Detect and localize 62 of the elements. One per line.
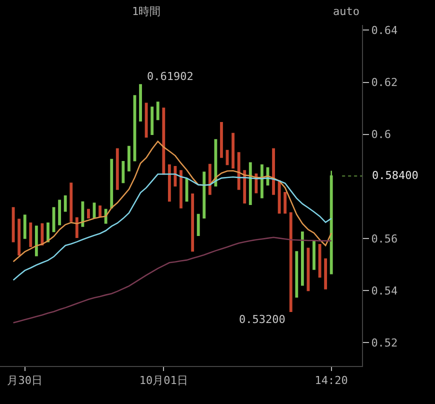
line-series: [12, 140, 332, 262]
annotation: 0.53200: [239, 313, 286, 326]
candlestick: [139, 84, 142, 122]
candlestick: [168, 164, 171, 202]
x-tick-label: 10月01日: [139, 374, 188, 388]
y-tick-label: 0.62: [371, 76, 398, 90]
candlestick: [18, 218, 21, 256]
candlestick: [12, 207, 15, 242]
candlestick: [64, 195, 67, 212]
candlestick: [23, 214, 26, 239]
text: 1時間: [132, 5, 161, 18]
x-tick-label: 月30日: [7, 374, 42, 388]
candlestick: [278, 180, 281, 214]
candlestick: [180, 170, 182, 208]
y-tick-label: 0.52: [371, 336, 398, 350]
candlestick: [87, 208, 90, 219]
candlestick: [324, 258, 328, 290]
candlestick: [29, 222, 32, 248]
candlestick: [272, 148, 275, 195]
x-tick-label: 14:20: [314, 374, 348, 388]
candlestick: [202, 172, 206, 219]
candlestick: [289, 212, 292, 312]
candlestick: [191, 194, 194, 252]
candlestick: [81, 201, 84, 227]
text: auto: [333, 5, 360, 18]
candlestick: [295, 251, 298, 298]
candlestick: [248, 162, 252, 205]
candlestick: [116, 148, 119, 190]
line-series: [12, 236, 332, 324]
candlestick: [260, 164, 264, 198]
y-tick-label: 0.56: [371, 232, 398, 246]
candlestick: [75, 217, 78, 238]
candlestick: [284, 192, 287, 214]
line-series: [12, 174, 332, 281]
candlestick: [214, 139, 218, 187]
candlestick: [110, 158, 114, 208]
y-tick-label: 0.64: [371, 24, 398, 38]
ref-line-label: 0.58400: [372, 169, 418, 182]
candlestick: [150, 106, 154, 135]
candlestick: [330, 170, 333, 274]
candlestick: [208, 164, 212, 195]
candlestick: [144, 102, 148, 138]
candlestick: [58, 200, 62, 226]
candlestick: [300, 232, 304, 286]
y-tick-label: 0.54: [371, 284, 398, 298]
candlestick: [318, 244, 322, 278]
candlestick: [162, 108, 166, 175]
candlestick: [98, 206, 102, 217]
y-tick-label: 0.6: [371, 128, 392, 142]
candlestick: [220, 122, 223, 158]
candlestick: [196, 214, 200, 236]
candlestick: [232, 132, 234, 169]
candlestick: [156, 102, 160, 120]
candlestick: [237, 152, 240, 190]
candlestick: [128, 146, 130, 172]
candlestick: [34, 226, 38, 256]
candlestick: [122, 161, 125, 184]
candlestick: [243, 170, 246, 204]
candlestick: [70, 182, 73, 222]
annotation: 0.61902: [147, 70, 194, 83]
candlestick: [46, 222, 50, 242]
candlestick: [312, 240, 316, 270]
